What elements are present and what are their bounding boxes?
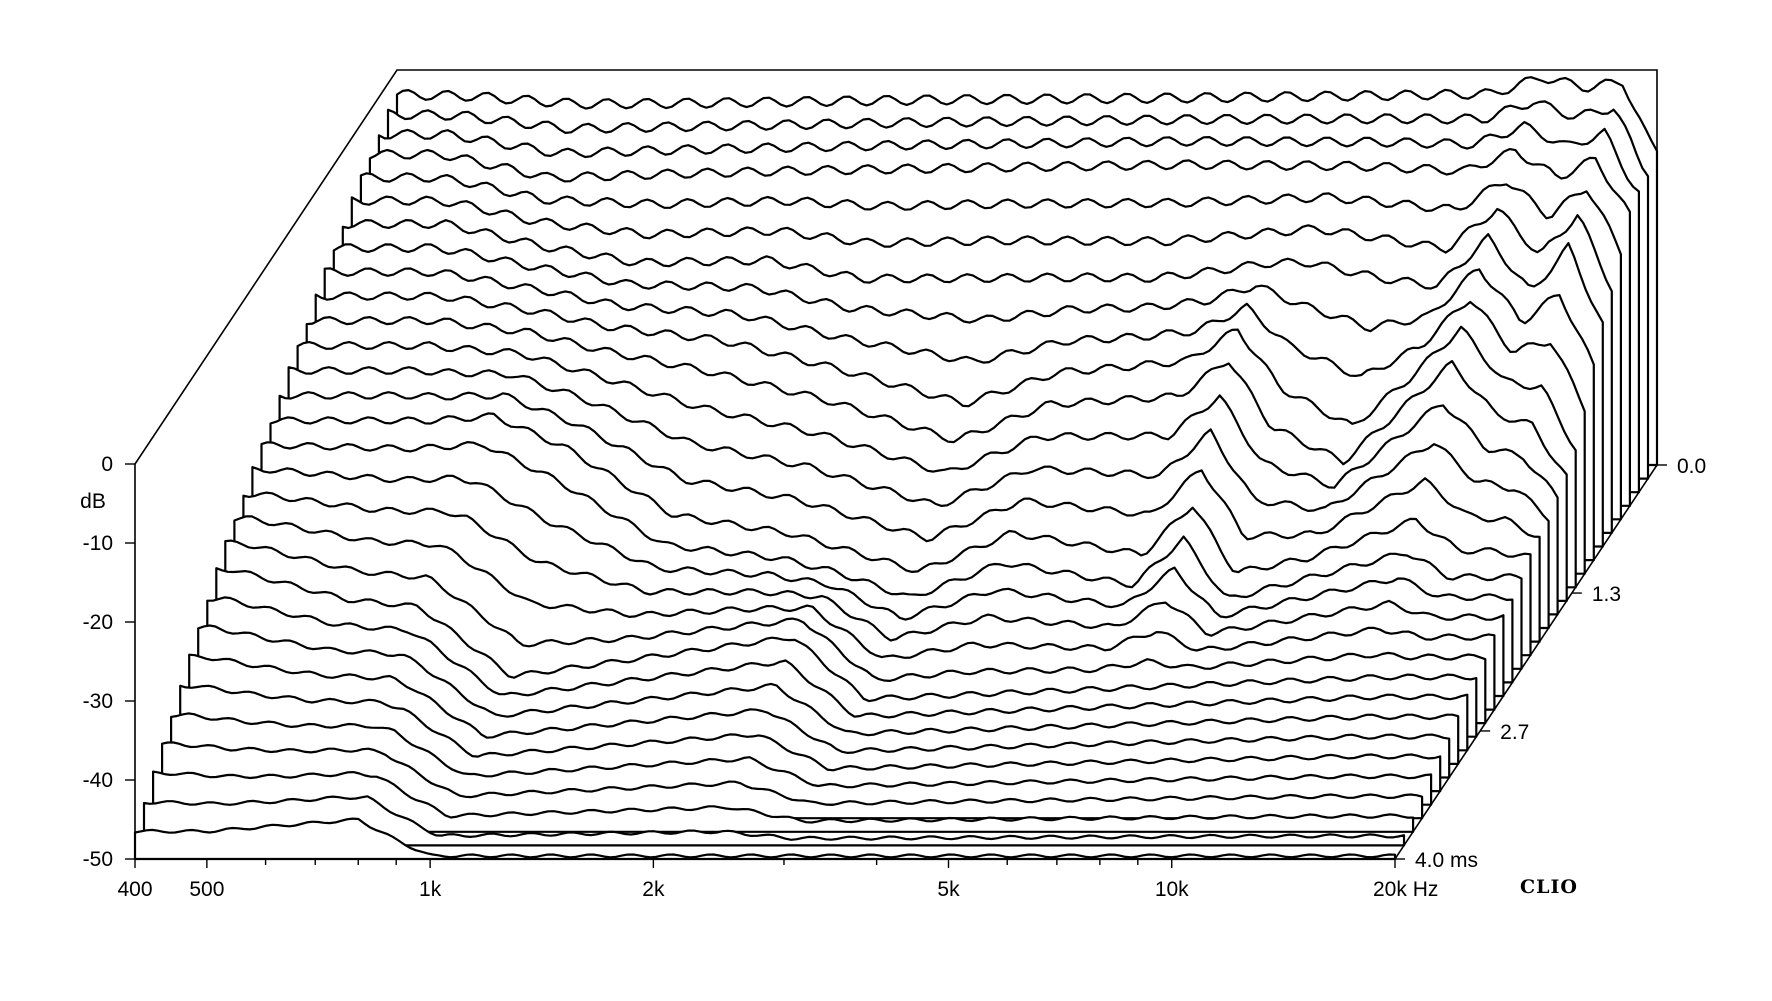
decay-slice (161, 741, 1424, 820)
time-tick-label: 2.7 (1500, 721, 1529, 744)
time-tick-label: 4.0 ms (1415, 849, 1478, 872)
x-tick-label: 1k (419, 878, 442, 901)
y-axis-unit-label: dB (80, 490, 106, 513)
y-tick-label: -50 (83, 848, 113, 871)
x-tick-label: 2k (642, 878, 665, 901)
x-tick-label: 5k (937, 878, 960, 901)
y-tick-label: -10 (83, 532, 113, 555)
y-tick-label: -20 (83, 611, 113, 634)
decay-slice (170, 712, 1433, 806)
x-tick-label: 500 (189, 878, 224, 901)
x-tick-label: 10k (1155, 878, 1189, 901)
decay-slices (133, 76, 1659, 861)
decay-slice (179, 684, 1442, 793)
decay-slice (188, 653, 1451, 779)
y-tick-label: -30 (83, 690, 113, 713)
decay-slice (197, 624, 1460, 765)
clio-brand-label: CLIO (1520, 876, 1578, 898)
x-tick-label: 400 (117, 878, 152, 901)
y-tick-label: 0 (101, 453, 113, 476)
time-axis-line (1394, 464, 1658, 860)
decay-slice (133, 817, 1397, 861)
time-tick-label: 1.3 (1592, 583, 1621, 606)
time-tick-label: 0.0 (1677, 455, 1706, 478)
x-tick-label: 20k Hz (1373, 878, 1438, 901)
decay-slice (152, 770, 1415, 833)
y-tick-label: -40 (83, 769, 113, 792)
